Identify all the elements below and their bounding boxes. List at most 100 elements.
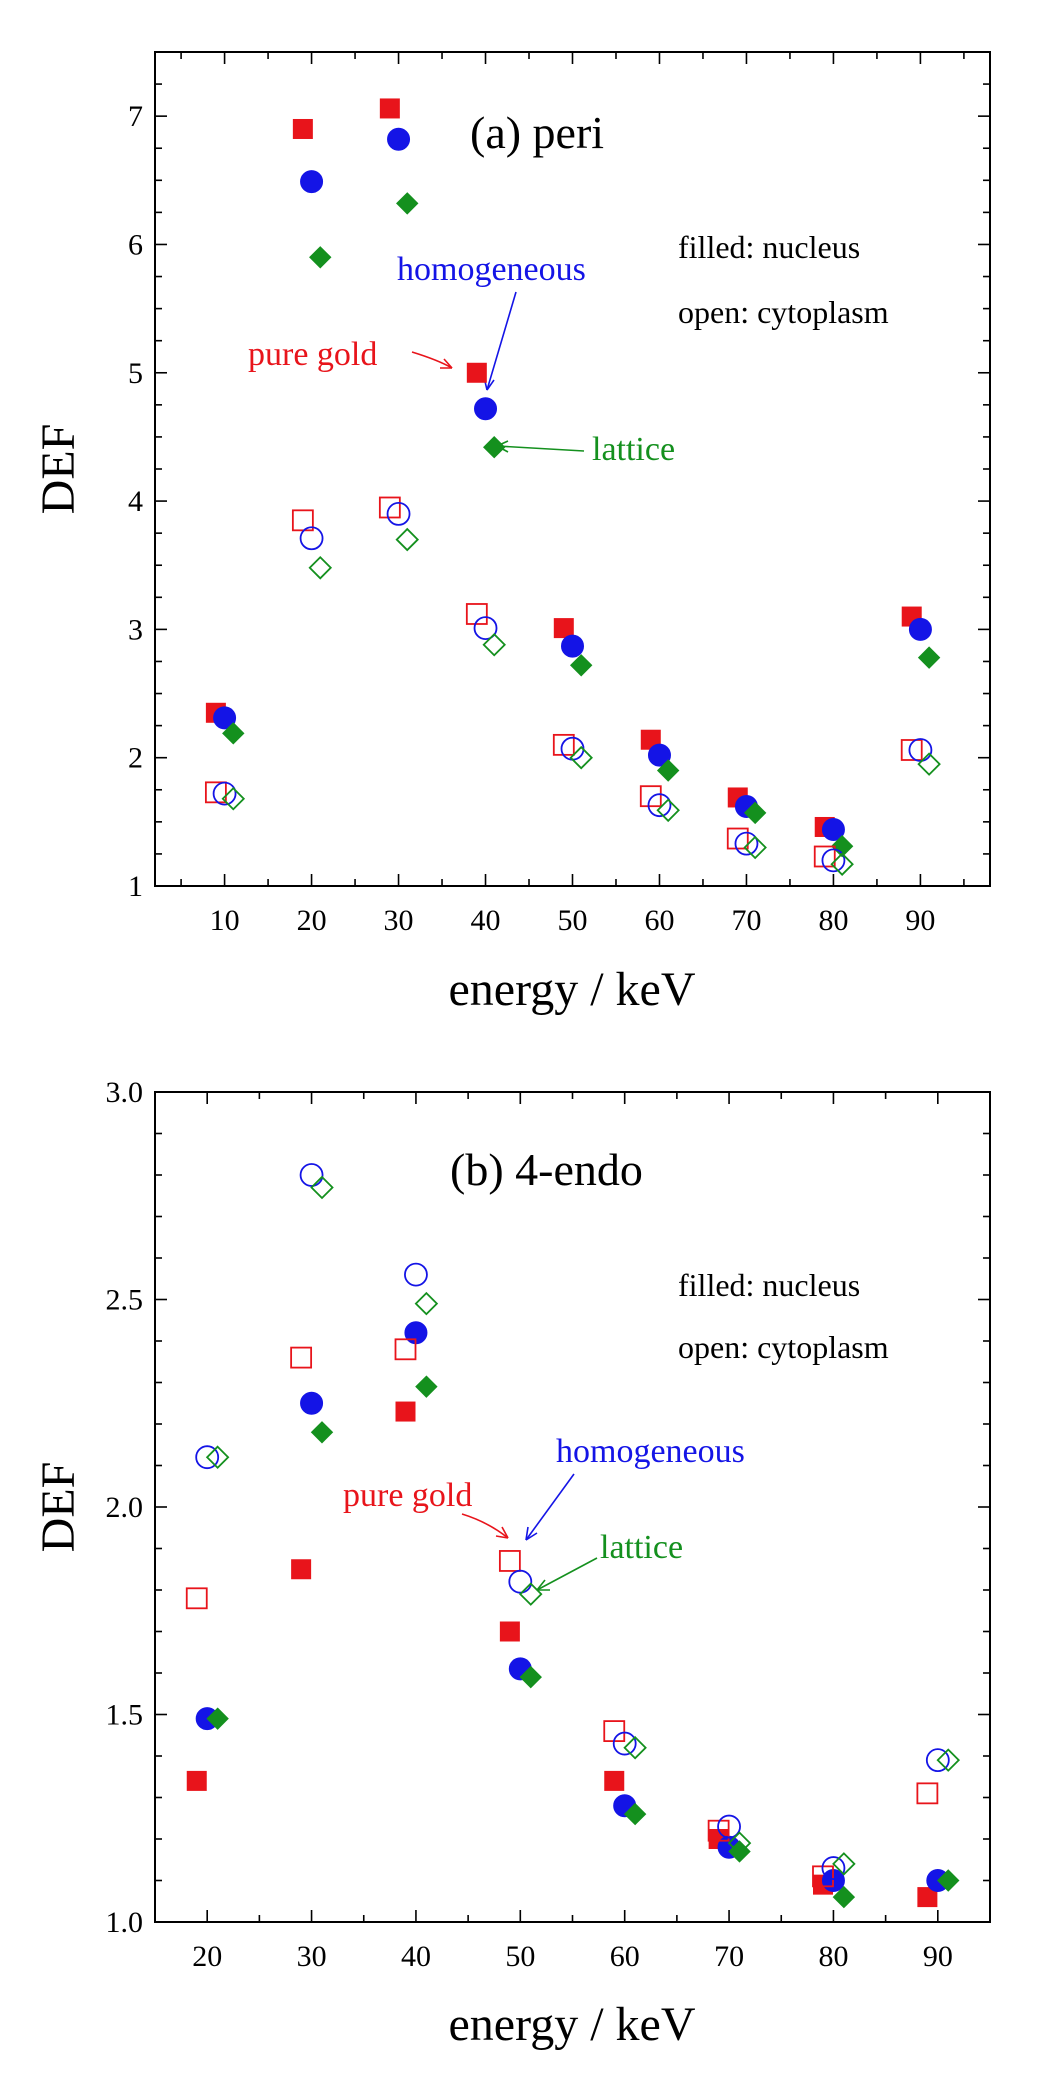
panel-a-point-homogeneous-cytoplasm — [386, 502, 411, 526]
panel-a-point-lattice-cytoplasm — [830, 852, 854, 876]
panel-a-x-axis-title: energy / keV — [448, 963, 695, 1016]
panel-b-y-tick-label: 2.5 — [106, 1284, 144, 1317]
panel-b-point-lattice-cytoplasm — [518, 1582, 543, 1606]
panel-b-point-pure-gold-nucleus — [395, 1401, 416, 1422]
panel-a-point-lattice-cytoplasm — [569, 745, 593, 770]
panel-b-4-endo: 20 30 40 50 60 70 80 90 1.0 1.5 2.0 2.5 3.0 (b) 4-e… — [32, 1076, 991, 2051]
panel-b-point-pure-gold-nucleus — [186, 1770, 207, 1791]
panel-a-x-tick-label: 80 — [818, 904, 848, 937]
panel-a-x-tick-label: 10 — [210, 904, 240, 937]
panel-a-point-homogeneous-nucleus — [474, 397, 498, 421]
panel-b-point-homogeneous-cytoplasm — [717, 1814, 741, 1839]
panel-a-point-lattice-nucleus — [483, 435, 506, 459]
panel-b-annotation-pure-gold: pure gold — [343, 1477, 472, 1514]
panel-a-point-lattice-cytoplasm — [308, 556, 333, 580]
panel-b-x-tick-label: 50 — [505, 1940, 535, 1973]
panel-b-x-tick-label: 90 — [923, 1940, 953, 1973]
panel-b-point-homogeneous-cytoplasm — [404, 1262, 428, 1287]
panel-a-x-tick-label: 50 — [558, 904, 588, 937]
panel-b-y-tick-label: 2.0 — [106, 1491, 144, 1524]
panel-a-legend-open: open: cytoplasm — [678, 294, 889, 330]
panel-a-y-axis-title: DEF — [32, 424, 85, 515]
panel-b-point-homogeneous-cytoplasm — [195, 1445, 220, 1470]
panel-b-point-lattice-cytoplasm — [936, 1748, 961, 1772]
panel-b-point-pure-gold-nucleus — [291, 1559, 312, 1580]
panel-a-x-tick-label: 60 — [644, 904, 674, 937]
panel-a-point-lattice-cytoplasm — [917, 752, 941, 776]
panel-a-y-tick-label: 4 — [128, 485, 143, 518]
panel-b-annotation-lattice: lattice — [600, 1529, 683, 1566]
panel-a-point-lattice-cytoplasm — [482, 633, 506, 657]
panel-a-point-homogeneous-cytoplasm — [299, 526, 324, 551]
panel-b-point-lattice-nucleus — [519, 1665, 542, 1689]
panel-a-y-tick-label: 3 — [128, 613, 143, 646]
panel-a-x-tick-label: 70 — [731, 904, 761, 937]
panel-b-title: (b) 4-endo — [450, 1144, 643, 1195]
panel-a-y-tick-label: 2 — [128, 742, 143, 775]
panel-a-x-tick-labels: 10 20 30 40 50 60 70 80 90 — [210, 904, 936, 937]
panel-b-annotation-homogeneous: homogeneous — [556, 1433, 745, 1470]
panel-a-annotation-homogeneous: homogeneous — [397, 251, 586, 288]
panel-b-point-pure-gold-nucleus — [499, 1621, 520, 1642]
panel-a-point-lattice-nucleus — [830, 835, 854, 858]
panel-a-point-pure-gold-cytoplasm — [465, 603, 488, 625]
panel-a-point-lattice-cytoplasm — [656, 798, 680, 823]
panel-b-plot-frame — [154, 1091, 991, 1923]
panel-b-y-axis-title: DEF — [32, 1462, 85, 1553]
panel-a-point-pure-gold-nucleus — [553, 618, 574, 639]
panel-a-point-pure-gold-nucleus — [466, 362, 487, 383]
panel-a-point-homogeneous-cytoplasm — [647, 793, 672, 818]
panel-a-point-homogeneous-cytoplasm — [908, 738, 933, 762]
panel-b-point-pure-gold-cytoplasm — [394, 1338, 417, 1361]
panel-b-ticks — [154, 1091, 991, 1923]
panel-b-point-lattice-nucleus — [310, 1421, 334, 1444]
panel-a-point-lattice-cytoplasm — [221, 786, 246, 811]
panel-b-point-lattice-cytoplasm — [414, 1291, 439, 1316]
panel-b-y-tick-label: 3.0 — [106, 1076, 144, 1109]
panel-a-y-tick-label: 5 — [128, 357, 143, 390]
panel-b-point-lattice-cytoplasm — [205, 1445, 230, 1469]
panel-a-arrow-homogeneous — [483, 291, 517, 391]
panel-b-x-tick-label: 70 — [714, 1940, 744, 1973]
panel-a-annotation-pure-gold: pure gold — [248, 336, 377, 373]
panel-a-point-lattice-nucleus — [309, 246, 332, 269]
panel-a-point-homogeneous-cytoplasm — [212, 781, 237, 806]
panel-b-x-tick-label: 30 — [297, 1940, 327, 1973]
panel-b-point-lattice-nucleus — [415, 1375, 438, 1398]
panel-a-y-tick-label: 1 — [128, 870, 143, 903]
panel-b-legend-open: open: cytoplasm — [678, 1329, 889, 1365]
panel-a-point-homogeneous-nucleus — [561, 634, 584, 658]
panel-b-point-pure-gold-cytoplasm — [290, 1346, 313, 1369]
panel-a-plot-frame — [154, 51, 991, 887]
panel-b-x-axis-title: energy / keV — [448, 1998, 695, 2051]
panel-b-y-tick-labels: 1.0 1.5 2.0 2.5 3.0 — [106, 1076, 144, 1939]
panel-b-x-tick-label: 40 — [401, 1940, 431, 1973]
panel-a-point-pure-gold-cytoplasm — [900, 739, 923, 761]
panel-b-point-homogeneous-cytoplasm — [821, 1856, 846, 1880]
panel-a-point-lattice-nucleus — [656, 759, 680, 782]
panel-a-point-lattice-nucleus — [917, 646, 941, 669]
panel-b-point-lattice-nucleus — [832, 1885, 856, 1909]
panel-b-point-homogeneous-cytoplasm — [508, 1569, 533, 1594]
panel-a-point-homogeneous-cytoplasm — [734, 831, 759, 856]
panel-a-point-pure-gold-nucleus — [379, 98, 400, 119]
panel-b-point-lattice-cytoplasm — [310, 1175, 334, 1200]
panel-a-annotation-lattice: lattice — [592, 431, 675, 468]
panel-a-peri: 10 20 30 40 50 60 70 80 90 1 2 3 4 5 6 7 (a) peri fill… — [32, 51, 991, 1016]
panel-a-x-tick-label: 40 — [471, 904, 501, 937]
panel-a-point-homogeneous-cytoplasm — [821, 848, 846, 873]
panel-b-point-lattice-cytoplasm — [623, 1735, 647, 1760]
panel-a-point-pure-gold-nucleus — [292, 118, 313, 139]
panel-b-arrow-homogeneous — [525, 1473, 575, 1541]
panel-b-annotation-arrows — [461, 1473, 598, 1591]
panel-a-x-tick-label: 90 — [905, 904, 935, 937]
panel-b-y-tick-label: 1.0 — [106, 1906, 144, 1939]
panel-a-ticks — [155, 51, 990, 887]
panel-b-point-lattice-nucleus — [728, 1840, 751, 1863]
panel-b-point-homogeneous-cytoplasm — [299, 1163, 324, 1187]
panel-b-legend-filled: filled: nucleus — [678, 1267, 860, 1303]
panel-a-arrow-lattice — [496, 440, 585, 453]
panel-b-point-pure-gold-cytoplasm — [916, 1782, 939, 1805]
panel-a-y-tick-label: 6 — [128, 228, 143, 261]
